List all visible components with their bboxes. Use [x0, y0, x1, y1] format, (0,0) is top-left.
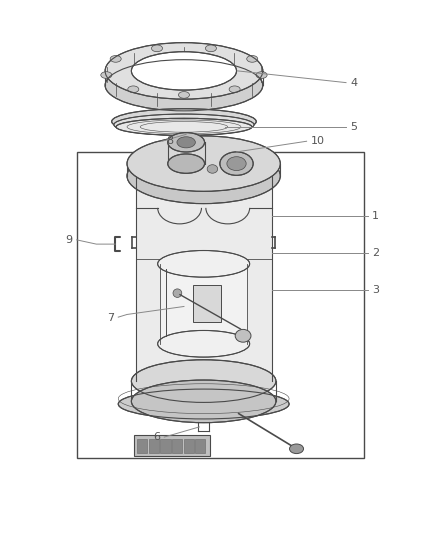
Ellipse shape: [152, 45, 162, 52]
Ellipse shape: [235, 329, 251, 342]
Ellipse shape: [168, 154, 205, 173]
Bar: [193, 285, 221, 322]
Ellipse shape: [207, 165, 218, 173]
Ellipse shape: [256, 72, 267, 78]
Bar: [134, 435, 210, 456]
Ellipse shape: [110, 55, 121, 62]
Ellipse shape: [247, 55, 258, 62]
Ellipse shape: [168, 133, 205, 152]
Bar: [137, 439, 147, 453]
Bar: [160, 439, 170, 453]
Ellipse shape: [131, 360, 276, 402]
Ellipse shape: [290, 444, 304, 454]
Ellipse shape: [227, 157, 246, 171]
Ellipse shape: [112, 109, 256, 134]
Ellipse shape: [173, 289, 182, 297]
Bar: [149, 439, 159, 453]
Ellipse shape: [128, 86, 139, 93]
Ellipse shape: [131, 52, 237, 90]
Ellipse shape: [220, 152, 253, 175]
Bar: [77, 152, 364, 458]
Ellipse shape: [114, 114, 254, 135]
Text: 2: 2: [372, 248, 379, 258]
Ellipse shape: [127, 148, 280, 204]
Text: 3: 3: [372, 286, 379, 295]
Ellipse shape: [205, 45, 216, 52]
Text: 9: 9: [65, 235, 72, 245]
Ellipse shape: [118, 389, 289, 419]
Text: 10: 10: [311, 136, 325, 146]
Ellipse shape: [105, 60, 263, 111]
Ellipse shape: [105, 43, 263, 99]
Ellipse shape: [158, 330, 250, 357]
Text: 7: 7: [107, 313, 114, 323]
Bar: [195, 439, 205, 453]
Text: 4: 4: [350, 78, 357, 87]
Ellipse shape: [116, 118, 252, 135]
Text: 5: 5: [350, 122, 357, 132]
Polygon shape: [136, 173, 272, 381]
Text: 6: 6: [153, 432, 160, 442]
Ellipse shape: [229, 86, 240, 93]
Polygon shape: [160, 264, 247, 344]
Ellipse shape: [177, 137, 195, 148]
Ellipse shape: [178, 92, 190, 98]
Ellipse shape: [127, 136, 280, 191]
Ellipse shape: [101, 72, 112, 78]
Text: 1: 1: [372, 211, 379, 221]
Bar: [172, 439, 182, 453]
Ellipse shape: [131, 380, 276, 423]
Bar: [184, 439, 194, 453]
Ellipse shape: [158, 251, 250, 277]
Text: 8: 8: [166, 136, 173, 146]
